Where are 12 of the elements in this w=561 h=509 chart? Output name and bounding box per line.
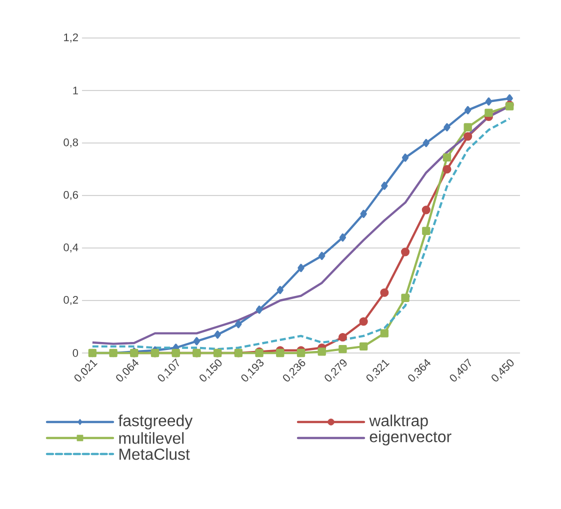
legend-label: walktrap	[369, 414, 428, 430]
y-tick-label: 0,4	[64, 243, 78, 253]
legend-label: eigenvector	[370, 430, 452, 446]
legend-label: fastgreedy	[118, 414, 193, 430]
y-tick-label: 1	[73, 86, 78, 94]
y-tick-label: 0,2	[64, 296, 78, 306]
y-tick-label: 0,6	[64, 190, 78, 200]
legend-label: multilevel	[119, 432, 184, 444]
y-tick-label: 0	[72, 349, 78, 357]
y-tick-label: 0,8	[64, 138, 78, 148]
legend-label: MetaClust	[120, 448, 190, 460]
y-tick-label: 1,2	[64, 33, 78, 43]
